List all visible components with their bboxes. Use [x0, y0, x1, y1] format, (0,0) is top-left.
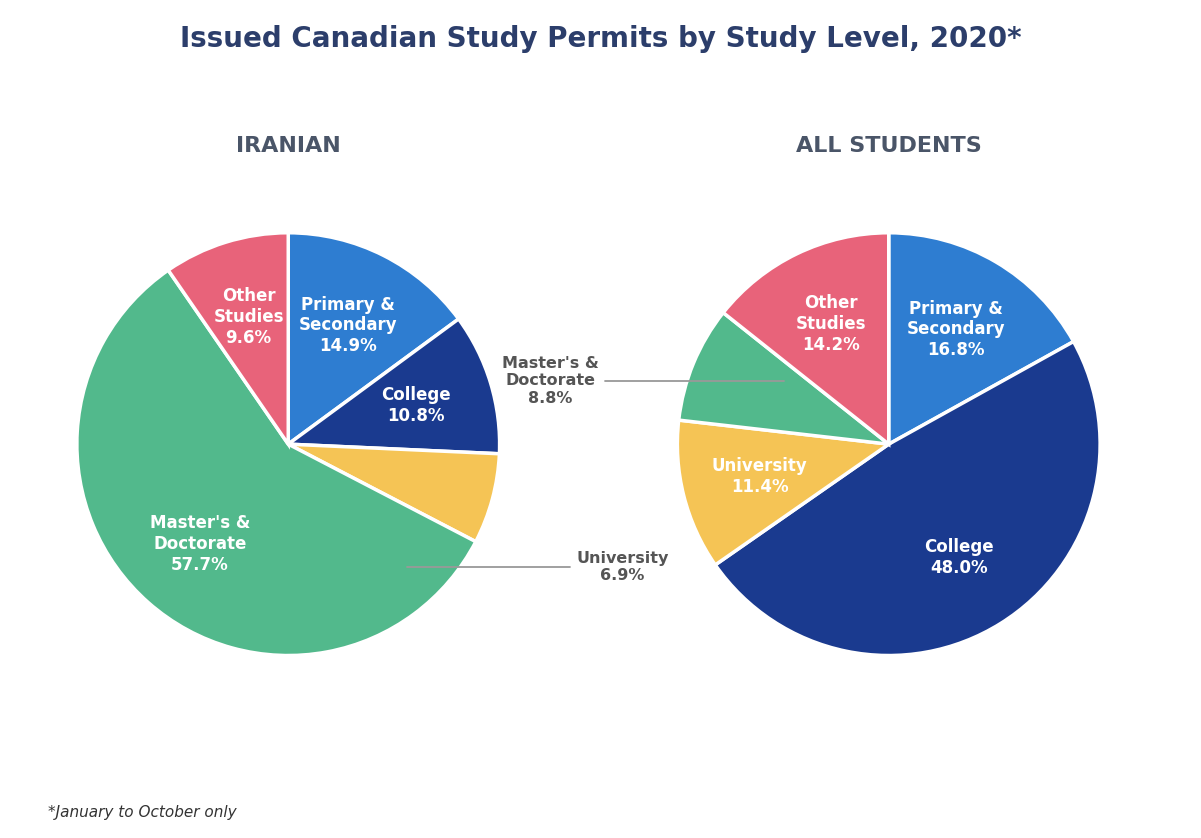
- Text: Other
Studies
9.6%: Other Studies 9.6%: [214, 287, 283, 347]
- Wedge shape: [677, 420, 889, 565]
- Wedge shape: [889, 233, 1074, 444]
- Wedge shape: [288, 233, 459, 444]
- Title: IRANIAN: IRANIAN: [235, 136, 341, 156]
- Text: Master's &
Doctorate
8.8%: Master's & Doctorate 8.8%: [502, 356, 784, 406]
- Wedge shape: [77, 270, 476, 655]
- Wedge shape: [168, 233, 288, 444]
- Wedge shape: [716, 342, 1100, 655]
- Text: *January to October only: *January to October only: [48, 805, 237, 820]
- Wedge shape: [288, 319, 500, 453]
- Text: Issued Canadian Study Permits by Study Level, 2020*: Issued Canadian Study Permits by Study L…: [180, 25, 1021, 53]
- Text: University
6.9%: University 6.9%: [407, 551, 669, 583]
- Text: College
48.0%: College 48.0%: [925, 538, 994, 577]
- Wedge shape: [723, 233, 889, 444]
- Text: College
10.8%: College 10.8%: [381, 386, 450, 425]
- Title: ALL STUDENTS: ALL STUDENTS: [796, 136, 981, 156]
- Text: Primary &
Secondary
16.8%: Primary & Secondary 16.8%: [907, 299, 1005, 360]
- Text: Master's &
Doctorate
57.7%: Master's & Doctorate 57.7%: [150, 515, 250, 574]
- Wedge shape: [288, 444, 500, 541]
- Text: University
11.4%: University 11.4%: [712, 458, 807, 496]
- Text: Primary &
Secondary
14.9%: Primary & Secondary 14.9%: [299, 296, 398, 355]
- Text: Other
Studies
14.2%: Other Studies 14.2%: [795, 294, 866, 354]
- Wedge shape: [679, 313, 889, 444]
